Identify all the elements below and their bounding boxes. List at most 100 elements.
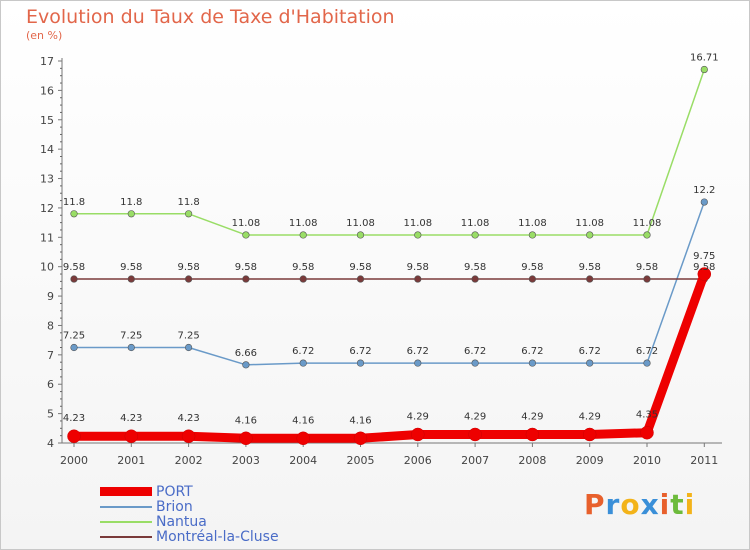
data-point xyxy=(127,275,135,283)
data-label: 9.58 xyxy=(177,262,199,273)
x-tick-label: 2002 xyxy=(175,454,203,467)
y-minor-tick xyxy=(60,133,62,135)
data-point xyxy=(185,343,193,352)
logo-letter: i xyxy=(684,488,696,521)
data-point xyxy=(356,359,365,367)
y-tick-label: 9 xyxy=(47,290,54,303)
y-minor-tick xyxy=(60,244,62,246)
chart-legend: PORT Brion Nantua Montréal-la-Cluse xyxy=(100,483,279,545)
y-minor-tick xyxy=(60,163,62,165)
data-point xyxy=(586,275,594,283)
data-label: 6.72 xyxy=(521,346,543,357)
data-label: 4.29 xyxy=(521,411,543,422)
data-point xyxy=(356,275,365,283)
data-label: 11.08 xyxy=(633,218,662,229)
data-point xyxy=(299,275,307,283)
data-label: 11.08 xyxy=(403,218,432,229)
y-minor-tick xyxy=(60,156,62,157)
y-tick-label: 7 xyxy=(47,349,54,362)
data-point xyxy=(411,427,425,442)
legend-item-port: PORT xyxy=(100,483,279,500)
logo-letter: P xyxy=(584,488,606,521)
legend-swatch-nantua xyxy=(100,520,152,523)
data-point xyxy=(582,427,597,442)
y-minor-tick xyxy=(60,339,62,341)
logo-letter: o xyxy=(620,488,641,521)
data-label: 4.29 xyxy=(464,411,486,422)
legend-swatch-brion xyxy=(100,505,152,508)
y-minor-tick xyxy=(60,405,62,407)
data-label: 11.8 xyxy=(120,197,142,208)
data-point xyxy=(586,231,594,239)
data-label: 6.72 xyxy=(636,346,658,357)
y-tick-label: 5 xyxy=(47,408,54,421)
data-point xyxy=(586,359,594,367)
data-point xyxy=(127,343,135,352)
data-point xyxy=(242,231,250,239)
y-minor-tick xyxy=(60,427,62,429)
data-label: 16.71 xyxy=(690,53,719,64)
y-minor-tick xyxy=(60,391,62,393)
data-point xyxy=(127,210,135,218)
data-label: 4.23 xyxy=(177,413,199,424)
data-point xyxy=(299,231,307,239)
data-label: 7.25 xyxy=(177,331,199,342)
x-tick-label: 2001 xyxy=(117,454,145,467)
data-point xyxy=(528,359,537,367)
data-point xyxy=(640,425,654,440)
y-minor-tick xyxy=(60,280,62,282)
data-label: 11.08 xyxy=(461,218,490,229)
data-label: 11.8 xyxy=(63,197,85,208)
data-label: 6.72 xyxy=(579,346,601,357)
y-minor-tick xyxy=(60,214,62,216)
data-label: 12.2 xyxy=(693,185,715,196)
y-minor-tick xyxy=(60,273,62,275)
y-minor-tick xyxy=(60,192,62,194)
data-point xyxy=(414,359,422,367)
data-label: 9.58 xyxy=(464,262,486,273)
y-tick-label: 16 xyxy=(40,84,54,97)
data-label: 4.16 xyxy=(349,415,371,426)
legend-label-brion: Brion xyxy=(156,498,193,515)
y-minor-tick xyxy=(60,82,62,84)
y-minor-tick xyxy=(60,229,62,231)
proxiti-logo: Proxiti xyxy=(584,488,695,521)
y-minor-tick xyxy=(60,288,62,290)
y-tick-label: 12 xyxy=(40,202,54,215)
data-label: 11.8 xyxy=(177,197,199,208)
data-label: 9.58 xyxy=(636,262,658,273)
data-point xyxy=(525,427,540,442)
data-point xyxy=(296,431,310,446)
y-minor-tick xyxy=(60,347,62,348)
data-point xyxy=(67,429,81,443)
data-point xyxy=(468,427,482,442)
y-tick-label: 11 xyxy=(40,231,54,244)
legend-label-port: PORT xyxy=(156,483,193,500)
legend-item-montreal-la-cluse: Montréal-la-Cluse xyxy=(100,529,279,545)
data-label: 4.23 xyxy=(120,413,142,424)
data-point xyxy=(700,65,708,74)
data-point xyxy=(239,431,253,446)
series-line-port xyxy=(69,269,709,443)
data-point xyxy=(70,343,78,352)
y-tick-label: 13 xyxy=(40,173,54,186)
y-minor-tick xyxy=(60,185,62,187)
y-minor-tick xyxy=(60,420,62,422)
data-point xyxy=(353,431,368,446)
data-point xyxy=(242,275,250,283)
data-label: 4.29 xyxy=(579,411,601,422)
y-minor-tick xyxy=(60,369,62,371)
data-label: 9.58 xyxy=(63,262,85,273)
data-label: 9.58 xyxy=(521,262,543,273)
data-point xyxy=(185,210,193,218)
data-point xyxy=(242,361,250,369)
data-point xyxy=(643,231,651,239)
chart-title: Evolution du Taux de Taxe d'Habitation xyxy=(26,6,395,28)
y-minor-tick xyxy=(60,141,62,143)
chart-subtitle: (en %) xyxy=(26,29,63,42)
data-point xyxy=(528,231,537,239)
data-label: 6.66 xyxy=(235,348,257,359)
data-point xyxy=(471,359,479,367)
y-minor-tick xyxy=(60,376,62,378)
